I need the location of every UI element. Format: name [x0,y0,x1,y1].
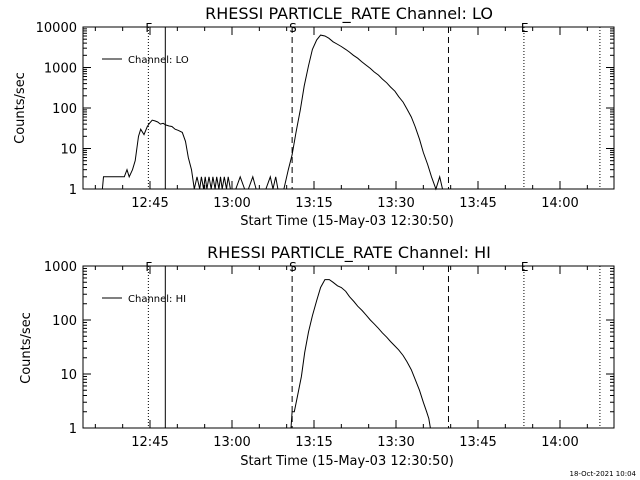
event-marker-label: E [521,260,529,274]
legend: Channel: LO [102,55,189,66]
legend: Channel: HI [102,294,186,305]
x-tick-label: 14:00 [541,196,578,211]
chart-title: RHESSI PARTICLE_RATE Channel: HI [207,243,491,263]
y-tick-label: 1 [69,183,77,198]
x-tick-label: 13:45 [459,196,496,211]
plot-frame [82,26,615,190]
series-line-lo [101,34,449,191]
chart-panel-lo: RHESSI PARTICLE_RATE Channel: LO Counts/… [13,4,615,229]
event-marker-label: E [521,21,529,35]
y-tick-label: 100 [52,314,77,329]
x-tick-label: 13:45 [459,435,496,450]
y-tick-label: 10000 [36,21,77,36]
x-tick-label: 13:15 [295,196,332,211]
chart-title: RHESSI PARTICLE_RATE Channel: LO [205,4,493,24]
x-tick-label: 13:30 [377,435,414,450]
y-axis-label: Counts/sec [19,312,34,384]
x-tick-label: 13:30 [377,196,414,211]
y-tick-label: 10 [60,368,77,383]
x-tick-label: 13:15 [295,435,332,450]
series-line-hi [288,279,431,429]
event-marker-label: F [145,260,152,274]
y-tick-label: 1000 [44,260,77,275]
y-tick-label: 1000 [44,62,77,77]
x-tick-label: 12:45 [131,196,168,211]
legend-label: Channel: HI [128,294,186,305]
x-axis-label: Start Time (15-May-03 12:30:50) [240,214,454,229]
x-tick-label: 13:00 [213,196,250,211]
y-tick-label: 10 [60,143,77,158]
x-tick-label: 13:00 [213,435,250,450]
event-marker-label: S [289,21,297,35]
y-tick-label: 1 [69,422,77,437]
x-axis-label: Start Time (15-May-03 12:30:50) [240,454,454,469]
plot-frame [82,265,615,429]
y-tick-label: 100 [52,102,77,117]
event-marker-label: S [289,260,297,274]
footer-timestamp: 18-Oct-2021 10:04 [570,470,637,478]
chart-panel-hi: RHESSI PARTICLE_RATE Channel: HI Counts/… [19,243,615,469]
x-tick-label: 14:00 [541,435,578,450]
legend-label: Channel: LO [128,55,189,66]
x-tick-label: 12:45 [131,435,168,450]
event-marker-label: F [145,21,152,35]
y-axis-label: Counts/sec [13,72,28,144]
